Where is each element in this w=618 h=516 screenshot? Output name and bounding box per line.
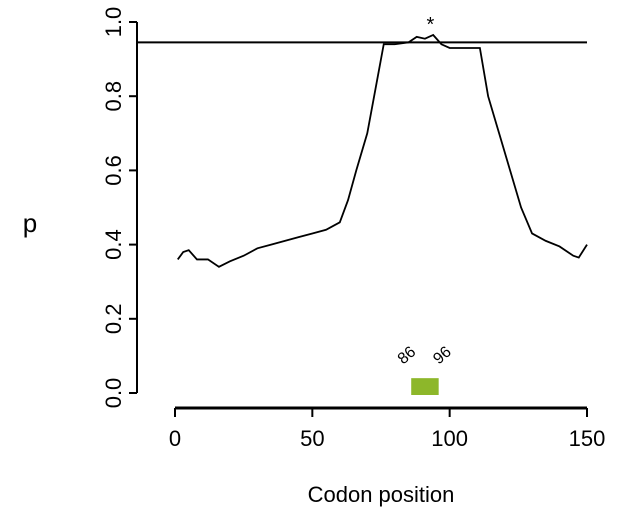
x-tick-label: 150 (569, 426, 606, 451)
annotation: * (427, 14, 435, 36)
y-tick-label: 0.2 (101, 304, 126, 335)
x-tick-label: 100 (431, 426, 468, 451)
y-tick-label: 0.6 (101, 155, 126, 186)
y-axis-label: p (23, 208, 37, 238)
y-tick-label: 0.8 (101, 81, 126, 112)
region-bar (411, 378, 439, 395)
x-axis-label: Codon position (308, 482, 455, 507)
y-tick-label: 0.0 (101, 378, 126, 409)
region-start-label: 86 (395, 343, 420, 368)
x-tick-label: 0 (169, 426, 181, 451)
data-line (177, 33, 588, 268)
x-tick-label: 50 (300, 426, 324, 451)
y-tick-label: 0.4 (101, 229, 126, 260)
region-end-label: 96 (430, 343, 455, 368)
y-tick-label: 1.0 (101, 7, 126, 38)
